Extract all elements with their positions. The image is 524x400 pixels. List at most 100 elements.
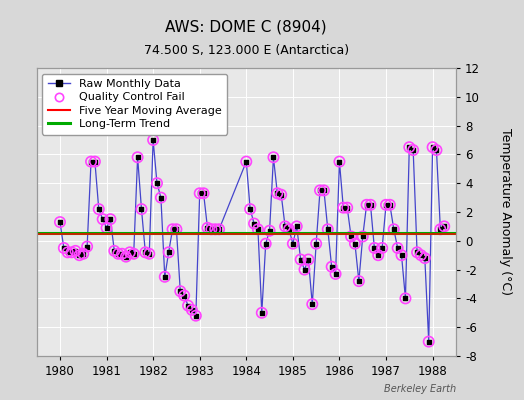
Point xyxy=(254,226,262,232)
Point xyxy=(289,240,297,247)
Point xyxy=(432,147,441,153)
Point xyxy=(390,226,398,232)
Point xyxy=(312,240,320,247)
Point xyxy=(168,226,177,232)
Point xyxy=(114,250,123,257)
Point xyxy=(134,154,142,160)
Point xyxy=(250,220,258,227)
Point xyxy=(335,158,344,165)
Point xyxy=(436,226,444,232)
Point xyxy=(258,310,266,316)
Point xyxy=(114,250,123,257)
Point xyxy=(207,226,215,232)
Point xyxy=(122,254,130,260)
Point xyxy=(199,190,208,196)
Point xyxy=(397,252,406,258)
Point xyxy=(355,278,363,284)
Point xyxy=(273,190,281,196)
Legend: Raw Monthly Data, Quality Control Fail, Five Year Moving Average, Long-Term Tren: Raw Monthly Data, Quality Control Fail, … xyxy=(42,74,227,135)
Point xyxy=(429,144,437,150)
Point xyxy=(304,256,312,263)
Point xyxy=(378,245,386,251)
Point xyxy=(343,204,352,211)
Point xyxy=(265,228,274,234)
Point xyxy=(172,226,181,232)
Point xyxy=(195,190,204,196)
Point xyxy=(149,137,157,143)
Point xyxy=(386,202,394,208)
Point xyxy=(343,204,352,211)
Point xyxy=(273,190,281,196)
Point xyxy=(242,158,250,165)
Point xyxy=(254,226,262,232)
Point xyxy=(265,228,274,234)
Point xyxy=(413,249,421,256)
Point xyxy=(316,187,324,194)
Point xyxy=(71,248,80,254)
Point xyxy=(417,252,425,258)
Point xyxy=(63,249,72,256)
Point xyxy=(129,250,138,257)
Point xyxy=(382,202,390,208)
Point xyxy=(188,307,196,313)
Point xyxy=(87,158,95,165)
Point xyxy=(195,190,204,196)
Point xyxy=(421,255,429,261)
Point xyxy=(397,252,406,258)
Point xyxy=(180,292,189,299)
Point xyxy=(188,307,196,313)
Point xyxy=(145,250,154,257)
Point xyxy=(176,288,184,294)
Point xyxy=(405,144,413,150)
Text: Berkeley Earth: Berkeley Earth xyxy=(384,384,456,394)
Point xyxy=(339,204,347,211)
Point xyxy=(366,202,375,208)
Point xyxy=(320,187,328,194)
Point xyxy=(366,202,375,208)
Point xyxy=(401,295,410,302)
Point xyxy=(126,249,134,256)
Point xyxy=(297,256,305,263)
Point xyxy=(137,206,146,212)
Point xyxy=(79,250,88,257)
Point xyxy=(106,216,115,222)
Point xyxy=(242,158,250,165)
Point xyxy=(328,264,336,270)
Point xyxy=(285,226,293,232)
Point xyxy=(378,245,386,251)
Point xyxy=(304,256,312,263)
Point xyxy=(153,180,161,186)
Point xyxy=(374,252,383,258)
Point xyxy=(68,249,76,256)
Point xyxy=(129,250,138,257)
Point xyxy=(331,271,340,277)
Point xyxy=(110,248,118,254)
Point xyxy=(351,240,359,247)
Point xyxy=(122,254,130,260)
Point xyxy=(94,206,103,212)
Point xyxy=(308,301,316,307)
Point xyxy=(134,154,142,160)
Point xyxy=(320,187,328,194)
Point xyxy=(126,249,134,256)
Point xyxy=(300,266,309,273)
Point xyxy=(386,202,394,208)
Point xyxy=(102,225,111,231)
Point xyxy=(324,226,332,232)
Text: 74.500 S, 123.000 E (Antarctica): 74.500 S, 123.000 E (Antarctica) xyxy=(144,44,349,57)
Point xyxy=(258,310,266,316)
Point xyxy=(91,158,99,165)
Point xyxy=(401,295,410,302)
Point xyxy=(68,249,76,256)
Point xyxy=(277,192,286,198)
Point xyxy=(308,301,316,307)
Point xyxy=(83,243,91,250)
Point xyxy=(300,266,309,273)
Point xyxy=(91,158,99,165)
Point xyxy=(405,144,413,150)
Point xyxy=(160,274,169,280)
Point xyxy=(203,225,212,231)
Point xyxy=(331,271,340,277)
Point xyxy=(261,240,270,247)
Point xyxy=(289,240,297,247)
